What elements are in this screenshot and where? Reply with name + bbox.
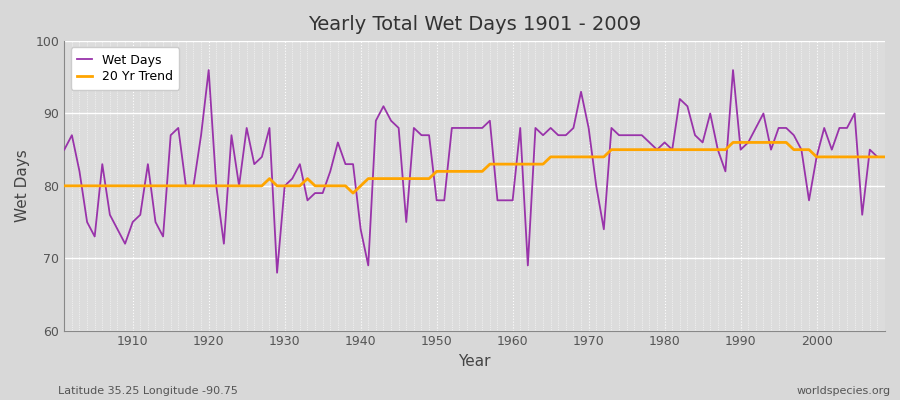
Wet Days (203, 68, 214, 72)
Text: worldspecies.org: worldspecies.org (796, 386, 891, 396)
20 Yr Trend (606, 147, 616, 152)
Wet Days (879, 154, 890, 159)
Wet Days (272, 270, 283, 275)
20 Yr Trend (515, 162, 526, 166)
Title: Yearly Total Wet Days 1901 - 2009: Yearly Total Wet Days 1901 - 2009 (308, 15, 642, 34)
Line: Wet Days: Wet Days (64, 70, 885, 273)
20 Yr Trend (332, 184, 343, 188)
20 Yr Trend (508, 162, 518, 166)
20 Yr Trend (879, 154, 890, 159)
Wet Days (522, 263, 533, 268)
20 Yr Trend (287, 184, 298, 188)
20 Yr Trend (120, 184, 130, 188)
Legend: Wet Days, 20 Yr Trend: Wet Days, 20 Yr Trend (70, 47, 179, 90)
Text: Latitude 35.25 Longitude -90.75: Latitude 35.25 Longitude -90.75 (58, 386, 238, 396)
20 Yr Trend (727, 140, 738, 145)
X-axis label: Year: Year (458, 354, 491, 369)
Wet Days (614, 133, 625, 138)
Y-axis label: Wet Days: Wet Days (15, 150, 30, 222)
Wet Days (120, 241, 130, 246)
20 Yr Trend (347, 191, 358, 196)
20 Yr Trend (58, 184, 69, 188)
Wet Days (347, 162, 358, 166)
Wet Days (58, 147, 69, 152)
Line: 20 Yr Trend: 20 Yr Trend (64, 142, 885, 193)
Wet Days (302, 198, 313, 203)
Wet Days (515, 126, 526, 130)
